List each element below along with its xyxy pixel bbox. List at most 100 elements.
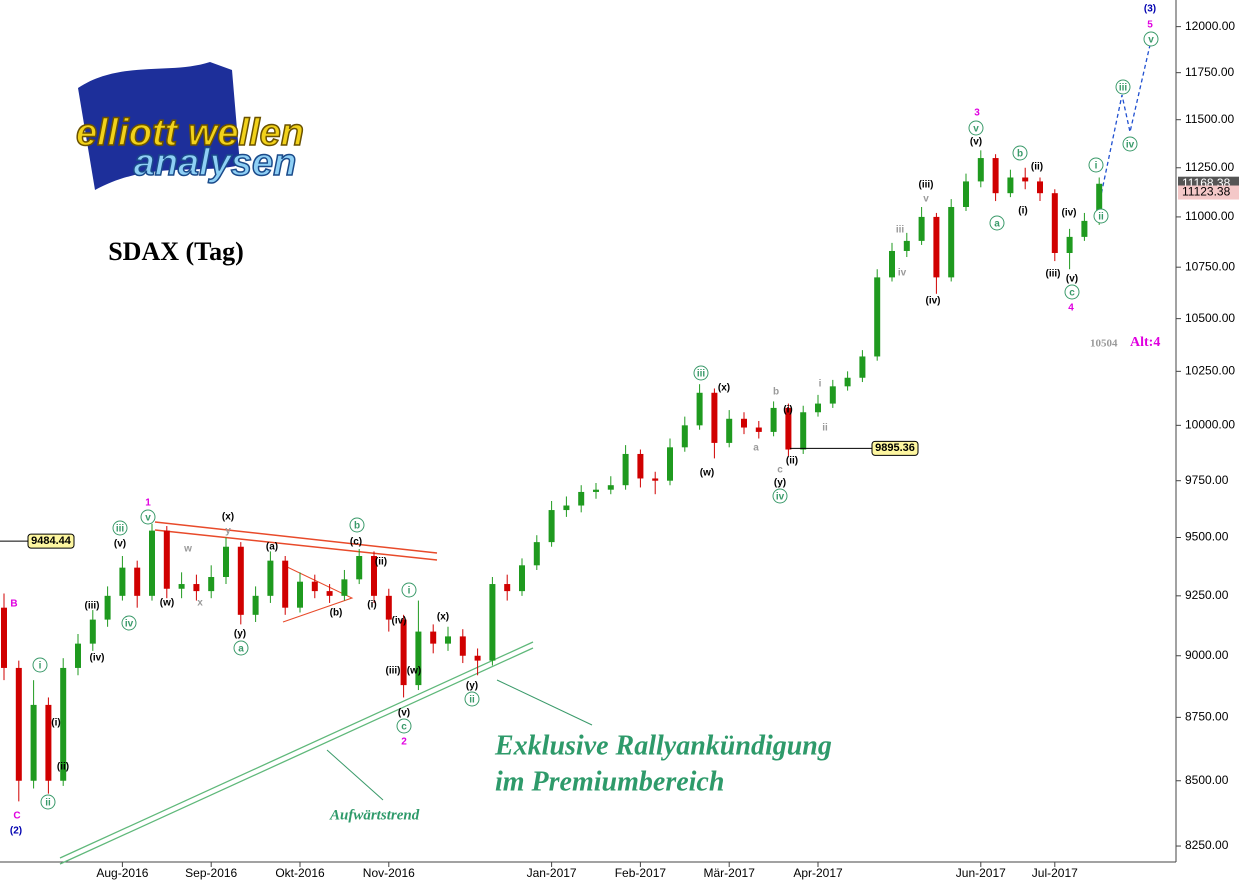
wave-label: (ii) [786, 456, 798, 467]
x-tick-label: Jul-2017 [1032, 866, 1078, 880]
candle-body [963, 181, 969, 207]
x-tick-label: Apr-2017 [793, 866, 843, 880]
wave-label: (iv) [1062, 208, 1077, 219]
wave-label: iv [125, 619, 134, 630]
x-tick-label: Mär-2017 [704, 866, 756, 880]
wave-label: v [923, 194, 929, 205]
wave-label: (iii) [1046, 269, 1061, 280]
wave-label: iv [898, 268, 907, 279]
wave-label: i [39, 661, 42, 672]
candle-body [755, 427, 762, 432]
y-tick-label: 10500.00 [1185, 311, 1235, 325]
wave-circle [1143, 31, 1159, 47]
wave-label: i [408, 586, 411, 597]
candle-body [1022, 177, 1029, 182]
y-tick-label: 9250.00 [1185, 588, 1229, 602]
candle-body [149, 530, 155, 596]
wave-label: b [1017, 149, 1023, 160]
wave-label: (x) [222, 512, 234, 523]
wave-label: (x) [437, 612, 449, 623]
wave-label: iv [1126, 140, 1135, 151]
candle-body [622, 453, 629, 486]
wave-circle [1064, 284, 1080, 300]
y-tick-label: 11750.00 [1185, 65, 1234, 79]
wave-circle [233, 640, 249, 656]
candle-body [563, 505, 570, 511]
logo-line2: analysen [134, 142, 297, 184]
wave-label: (ii) [1031, 162, 1043, 173]
wave-label: 1 [145, 498, 151, 509]
y-tick-label: 11000.00 [1185, 209, 1234, 223]
wave-label: (a) [266, 542, 278, 553]
wave-circle [40, 794, 56, 810]
wave-circle [968, 120, 984, 136]
wave-label: (y) [234, 629, 246, 640]
promo-text: Exklusive Rallyankündigung [494, 730, 832, 761]
wave-label: (iv) [392, 616, 407, 627]
wave-circle [396, 718, 412, 734]
wave-label: (b) [330, 608, 343, 619]
x-tick-label: Sep-2016 [185, 866, 237, 880]
wave-label: (i) [1018, 206, 1027, 217]
y-tick-label: 9000.00 [1185, 648, 1229, 662]
wave-label: 5 [1147, 20, 1153, 31]
pointer [326, 749, 384, 801]
y-tick-label: 8500.00 [1185, 773, 1229, 787]
candle-body [356, 556, 363, 580]
candle-body [1081, 220, 1088, 237]
trend-label: Aufwärtstrend [329, 807, 420, 823]
wave-label: ii [1098, 212, 1104, 223]
candle-body [1037, 181, 1043, 194]
candle-body [903, 240, 910, 251]
candle-body [252, 595, 259, 615]
candle-body [445, 636, 451, 644]
wave-label: (3) [1144, 4, 1156, 15]
candle-body [341, 579, 348, 596]
candle-body [1007, 177, 1014, 194]
candle-body [430, 631, 437, 644]
wave-label: (iii) [919, 180, 934, 191]
x-tick-label: Feb-2017 [615, 866, 667, 880]
candle-body [637, 453, 644, 479]
wave-label: ii [822, 423, 828, 434]
wave-circle [1122, 136, 1138, 152]
wave-label: iii [1119, 83, 1128, 94]
candle-body [104, 595, 111, 620]
wave-label: iii [697, 369, 706, 380]
wave-label: (ii) [57, 762, 69, 773]
wave-label: (y) [466, 681, 478, 692]
channel-line [154, 521, 438, 554]
wave-label: b [354, 521, 360, 532]
wave-label: (iv) [926, 296, 941, 307]
candle-body [785, 407, 792, 450]
projection [1099, 44, 1151, 201]
wave-label: (v) [398, 708, 410, 719]
candle-body [119, 567, 126, 596]
candle-body [889, 250, 895, 278]
price-level-box [871, 440, 919, 456]
candle-body [297, 581, 303, 608]
candle-body [75, 643, 81, 668]
candle-body [918, 216, 925, 241]
wave-label: v [973, 124, 979, 135]
candle-body [237, 546, 244, 615]
wave-circle [1115, 79, 1131, 95]
candle-body [208, 576, 215, 592]
wave-label: x [197, 598, 203, 609]
wave-circle [772, 488, 788, 504]
price-level-label: 9895.36 [875, 442, 915, 454]
price-level-box [27, 533, 75, 549]
candle-body [60, 667, 67, 781]
candle-body [134, 567, 141, 596]
candle-body [45, 704, 52, 781]
wave-circle [1088, 157, 1104, 173]
wave-label: c [401, 722, 407, 733]
candle-body [371, 556, 377, 596]
wave-label: 2 [401, 737, 407, 748]
last-price-box [1178, 185, 1239, 200]
wave-label: (i) [367, 600, 376, 611]
wave-label: 3 [974, 108, 980, 119]
wave-label: a [994, 219, 1000, 230]
wave-label: (iii) [85, 601, 100, 612]
candle-body [15, 667, 22, 781]
